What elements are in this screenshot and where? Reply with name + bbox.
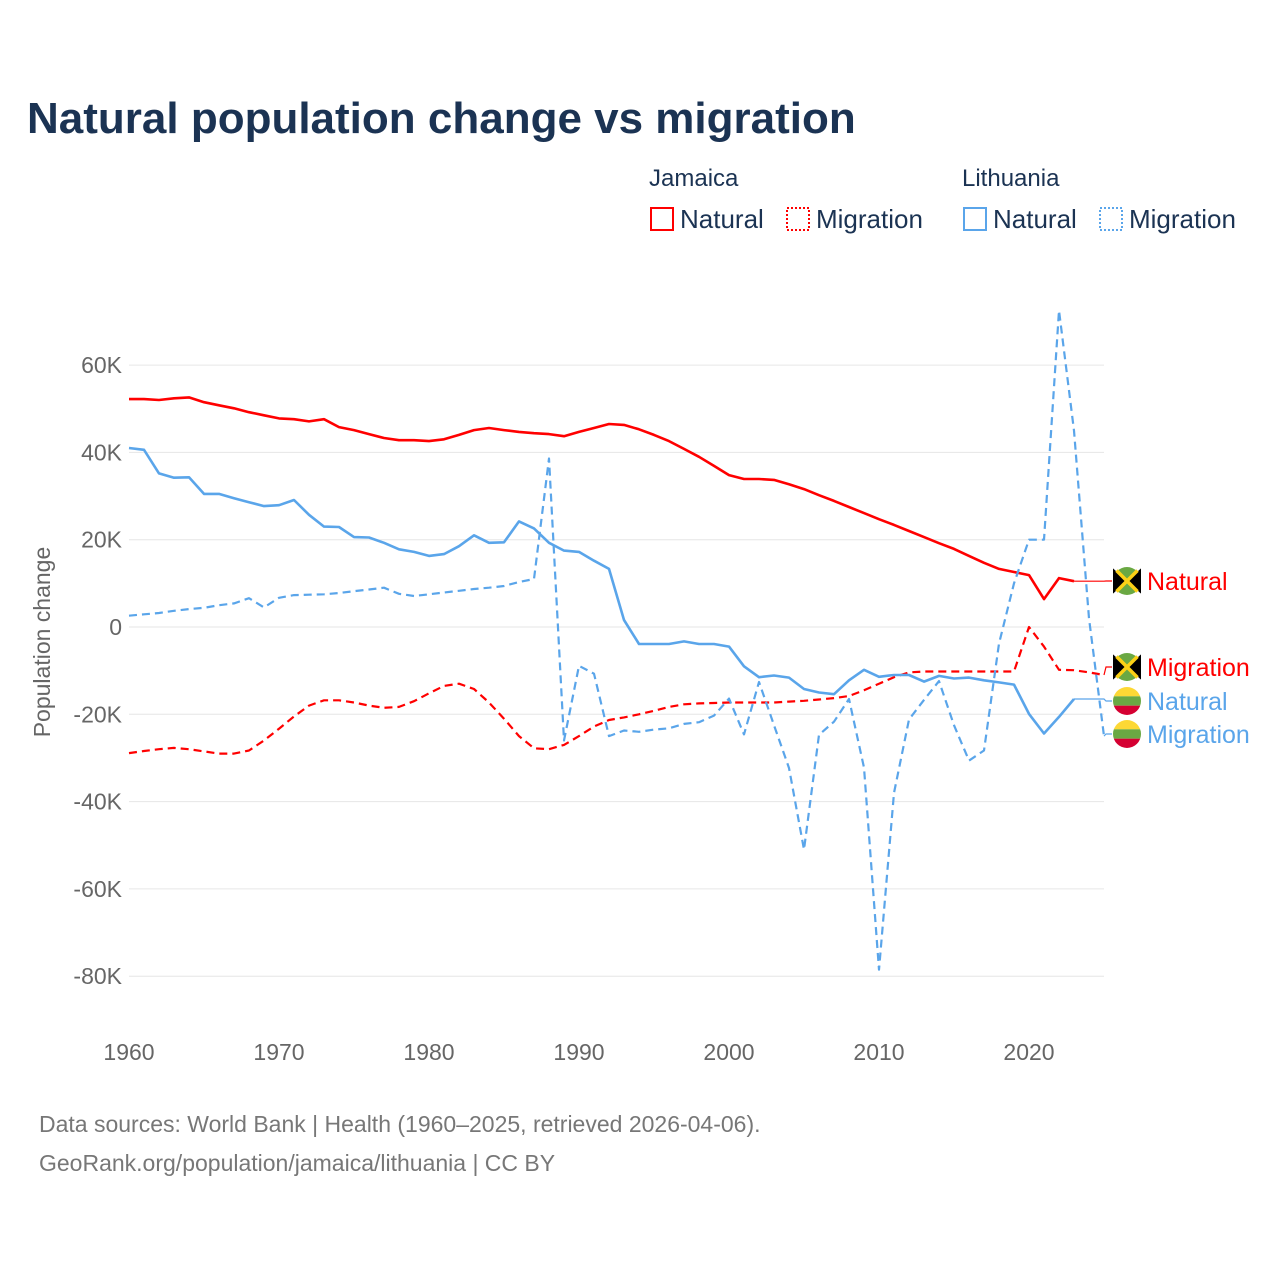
lithuania-flag-icon <box>1113 687 1141 715</box>
legend-swatch <box>1100 208 1122 230</box>
end-labels: Natural Migration Natural Migration <box>1074 567 1250 749</box>
x-tick-label: 1970 <box>253 1039 304 1065</box>
legend-label: Migration <box>816 204 923 234</box>
legend-group-jamaica: Jamaica <box>649 165 739 192</box>
y-axis: 60K 40K 20K 0 -20K -40K -60K -80K <box>73 352 122 989</box>
end-label-connector <box>1074 699 1112 701</box>
lithuania-flag-icon <box>1113 720 1141 748</box>
legend-label: Natural <box>993 204 1077 234</box>
legend-swatch <box>651 208 673 230</box>
y-tick-label: -80K <box>73 963 122 989</box>
x-tick-label: 2000 <box>703 1039 754 1065</box>
x-tick-label: 2010 <box>853 1039 904 1065</box>
legend-swatch <box>964 208 986 230</box>
y-tick-label: -40K <box>73 789 122 815</box>
end-label: Migration <box>1147 721 1250 749</box>
y-tick-label: 20K <box>81 527 123 553</box>
y-tick-label: -60K <box>73 876 122 902</box>
y-axis-label: Population change <box>29 547 55 738</box>
chart-title: Natural population change vs migration <box>27 94 856 143</box>
series-line-jamaica-migration <box>129 627 1104 754</box>
x-axis: 1960 1970 1980 1990 2000 2010 2020 <box>103 1039 1054 1065</box>
legend-item-jamaica-migration[interactable]: Migration <box>787 204 923 234</box>
end-label-connector <box>1104 667 1112 675</box>
footer-source: Data sources: World Bank | Health (1960–… <box>39 1111 761 1137</box>
end-label: Natural <box>1147 688 1228 716</box>
jamaica-flag-icon <box>1113 653 1141 681</box>
x-tick-label: 1980 <box>403 1039 454 1065</box>
y-tick-label: 60K <box>81 352 123 378</box>
legend-swatch <box>787 208 809 230</box>
series-lines <box>129 311 1104 970</box>
end-label-connector <box>1104 734 1112 736</box>
jamaica-flag-icon <box>1113 567 1141 595</box>
series-line-lithuania-migration <box>129 311 1104 970</box>
series-line-jamaica-natural <box>129 397 1074 599</box>
x-tick-label: 2020 <box>1003 1039 1054 1065</box>
legend-group-lithuania: Lithuania <box>962 165 1060 192</box>
legend-item-lithuania-migration[interactable]: Migration <box>1100 204 1236 234</box>
end-label: Natural <box>1147 568 1228 596</box>
y-tick-label: 0 <box>109 614 122 640</box>
legend: Jamaica Lithuania Natural Migration Natu… <box>649 165 1236 234</box>
legend-label: Natural <box>680 204 764 234</box>
y-tick-label: 40K <box>81 439 123 465</box>
legend-item-jamaica-natural[interactable]: Natural <box>651 204 764 234</box>
footer-link[interactable]: GeoRank.org/population/jamaica/lithuania… <box>39 1150 555 1176</box>
y-tick-label: -20K <box>73 701 122 727</box>
x-tick-label: 1960 <box>103 1039 154 1065</box>
end-label: Migration <box>1147 654 1250 682</box>
x-tick-label: 1990 <box>553 1039 604 1065</box>
legend-item-lithuania-natural[interactable]: Natural <box>964 204 1077 234</box>
legend-label: Migration <box>1129 204 1236 234</box>
